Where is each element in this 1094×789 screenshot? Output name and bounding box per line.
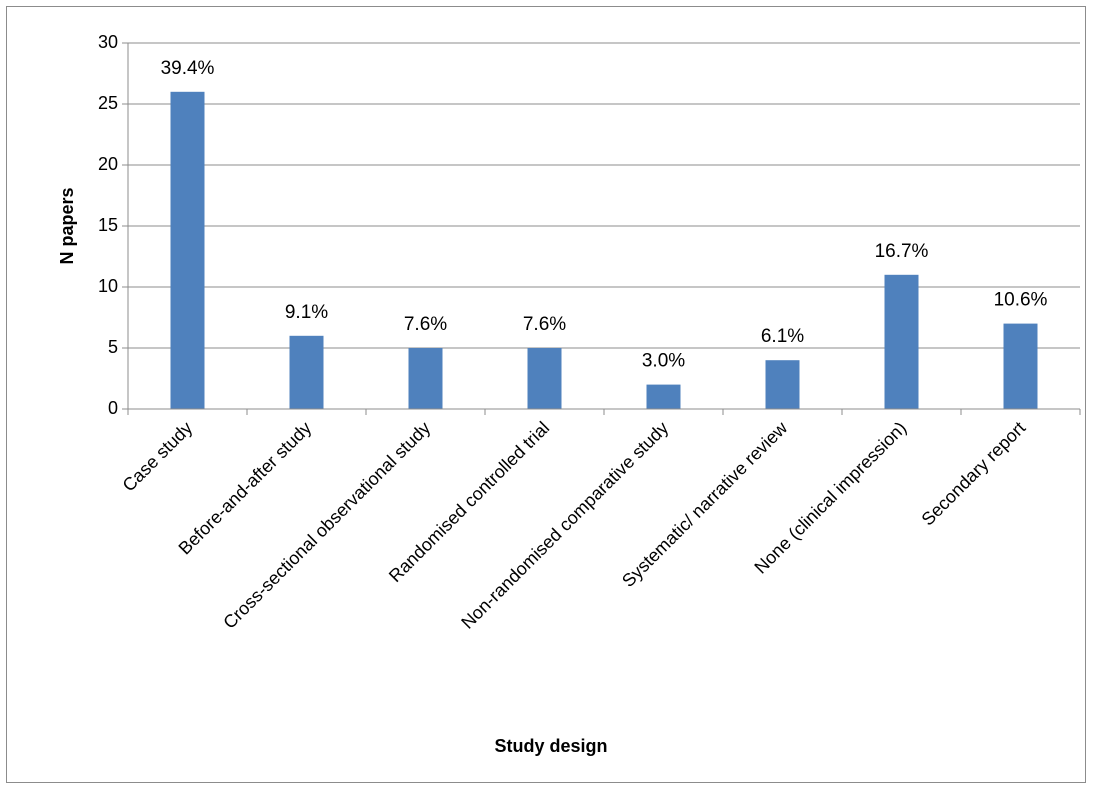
y-tick-label: 20 [98,154,118,174]
y-tick-label: 5 [108,337,118,357]
data-label: 10.6% [994,290,1048,311]
bar [884,274,919,409]
bar [646,384,681,409]
data-label: 9.1% [285,302,328,323]
x-tick-label: Case study [119,418,197,496]
bars [170,91,1038,410]
y-tick-label: 25 [98,93,118,113]
bar [765,360,800,409]
y-tick-label: 10 [98,276,118,296]
data-label: 16.7% [875,241,929,262]
bar [527,348,562,409]
x-axis-title: Study design [494,736,607,756]
bar [408,348,443,409]
gridlines [128,42,1080,349]
x-tick-label: Cross-sectional observational study [219,418,434,633]
x-tick-label: Non-randomised comparative study [457,418,672,633]
data-label: 7.6% [404,314,447,335]
bar [170,91,205,410]
bar [289,335,324,409]
bar [1003,323,1038,409]
y-tick-label: 15 [98,215,118,235]
y-tick-label: 30 [98,32,118,52]
axes [122,42,1081,415]
data-labels: 39.4% 9.1% 7.6% 7.6% 3.0% 6.1% 16.7% 10.6% [161,58,1048,372]
data-label: 6.1% [761,326,804,347]
y-axis-title: N papers [57,187,77,264]
x-tick-label: Before-and-after study [175,418,316,559]
y-tick-labels: 0 5 10 15 20 25 30 [98,32,118,418]
y-tick-label: 0 [108,398,118,418]
x-tick-label: Secondary report [918,418,1030,530]
data-label: 39.4% [161,58,215,79]
data-label: 7.6% [523,314,566,335]
data-label: 3.0% [642,351,685,372]
